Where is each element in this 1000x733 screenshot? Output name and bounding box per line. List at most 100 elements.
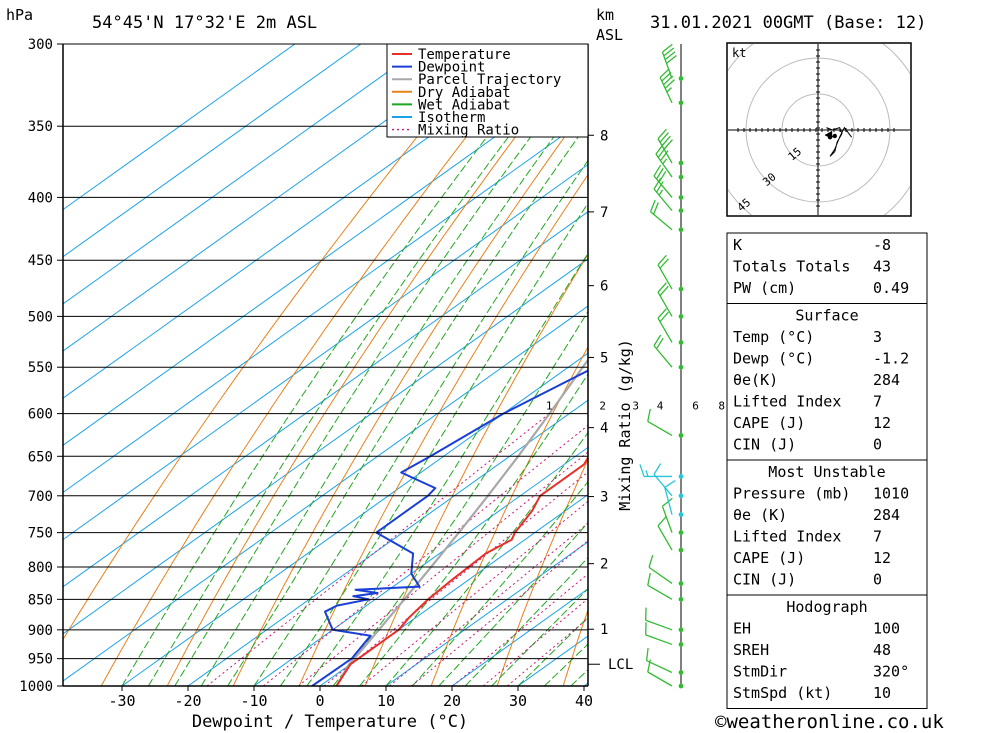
km-tick-label: 2	[600, 557, 608, 573]
wind-level-dot	[678, 160, 684, 166]
wind-level-dot	[678, 670, 684, 675]
background-lines	[63, 0, 1000, 712]
table-row-value: 12	[873, 414, 891, 432]
legend-label: Parcel Trajectory	[418, 72, 561, 88]
wet-adiabat-line	[279, 202, 588, 686]
isotherm-line	[121, 352, 588, 686]
table-row-value: 1010	[873, 485, 909, 503]
legend-label: Temperature	[418, 47, 511, 63]
wind-barb	[649, 199, 673, 231]
pressure-tick-label: 550	[28, 360, 53, 376]
wind-level-dot	[678, 364, 684, 370]
wind-level-dot	[678, 493, 684, 499]
table-row-value: 10	[873, 684, 891, 702]
isotherm-line	[63, 116, 588, 494]
table-box	[726, 303, 928, 461]
pressure-tick-label: 500	[28, 309, 53, 325]
dry-adiabat-line	[562, 608, 588, 686]
table-row-label: CIN (J)	[733, 571, 796, 589]
wind-level-dot	[678, 512, 684, 517]
table-row-label: θe(K)	[733, 371, 778, 389]
wet-adiabat-line	[306, 252, 588, 686]
table-row-label: Pressure (mb)	[733, 485, 850, 503]
wind-barb	[659, 68, 675, 104]
mixing-ratio-label: 4	[657, 400, 664, 413]
wind-level-dot	[678, 547, 684, 553]
wet-adiabat-line	[438, 521, 588, 686]
wind-barb	[647, 408, 673, 436]
legend-box	[386, 43, 589, 138]
mixing-ratio-line	[482, 597, 588, 686]
table-row-value: 7	[873, 528, 882, 546]
table-row-value: 0	[873, 571, 882, 589]
wet-adiabat-line	[200, 89, 588, 686]
wind-level-dot	[678, 530, 684, 535]
table-row-value: -1.2	[873, 350, 909, 368]
table-row-value: 12	[873, 549, 891, 567]
dry-adiabat-line	[957, 0, 1000, 712]
table-title: Hodograph	[786, 598, 867, 616]
wind-barb	[657, 308, 673, 343]
mixing-ratio-line	[298, 451, 588, 686]
x-tick-label: -10	[240, 692, 267, 710]
pressure-tick-label: 700	[28, 489, 53, 505]
wet-adiabat-line	[385, 431, 588, 686]
wet-adiabat-line	[227, 122, 588, 686]
km-axis-label: km	[596, 6, 614, 24]
table-row-value: 320°	[873, 663, 909, 681]
pressure-tick-label: 800	[28, 560, 53, 576]
wet-adiabat-line	[332, 310, 588, 686]
mixing-ratio-line	[361, 500, 588, 686]
table-row-value: 7	[873, 393, 882, 411]
table-row-value: 100	[873, 620, 900, 638]
isotherm-line	[63, 211, 588, 588]
table-row-label: StmSpd (kt)	[733, 684, 832, 702]
table-row-label: CAPE (J)	[733, 549, 805, 567]
pressure-tick-label: 750	[28, 526, 53, 542]
datetime-title: 31.01.2021 00GMT (Base: 12)	[650, 13, 926, 33]
wind-barb	[664, 479, 676, 515]
wind-barb	[645, 648, 673, 674]
km-tick-label: 6	[600, 279, 608, 295]
table-row-value: -8	[873, 236, 891, 254]
parcel-trajectory-line	[335, 358, 588, 686]
table-row-value: 48	[873, 641, 891, 659]
x-tick-label: 10	[377, 692, 395, 710]
x-tick-label: -30	[108, 692, 135, 710]
wind-level-dot	[678, 208, 684, 213]
wet-adiabat-line	[174, 59, 588, 686]
pressure-tick-label: 300	[28, 37, 53, 53]
mixing-ratio-line	[389, 522, 588, 686]
isotherm-line	[63, 44, 296, 211]
pressure-tick-label: 900	[28, 623, 53, 639]
wind-barb	[653, 164, 673, 198]
mixing-ratio-line	[411, 540, 588, 686]
pressure-tick-label: 1000	[19, 679, 53, 695]
table-row-value: 43	[873, 258, 891, 276]
wind-barb	[657, 128, 673, 164]
table-row-value: 3	[873, 328, 882, 346]
x-tick-label: 20	[443, 692, 461, 710]
pressure-tick-label: 650	[28, 449, 53, 465]
table-row-label: CIN (J)	[733, 436, 796, 454]
lcl-label: LCL	[608, 657, 633, 673]
wind-level-dot	[678, 581, 684, 586]
wind-level-dot	[678, 174, 684, 180]
wind-level-dot	[678, 340, 684, 345]
table-row-value: 0.49	[873, 279, 909, 297]
isotherm-line	[385, 541, 588, 686]
table-row-label: SREH	[733, 641, 769, 659]
plot-axes: 3003504004505005506006507007508008509009…	[19, 37, 633, 710]
copyright: ©weatheronline.co.uk	[715, 711, 944, 733]
pressure-tick-label: 850	[28, 592, 53, 608]
index-tables: K -8 Totals Totals 43 PW (cm) 0.49 Surface Temp…	[726, 232, 928, 709]
km-tick-label: 4	[600, 421, 608, 437]
mixing-ratio-axis-label: Mixing Ratio (g/kg)	[616, 339, 634, 511]
wind-level-dot	[678, 432, 684, 438]
storm-motion-point	[832, 133, 837, 139]
km-tick-label: 7	[600, 205, 608, 221]
wind-barb	[661, 43, 677, 79]
wind-barb	[653, 334, 673, 368]
table-row-label: Temp (°C)	[733, 328, 814, 346]
